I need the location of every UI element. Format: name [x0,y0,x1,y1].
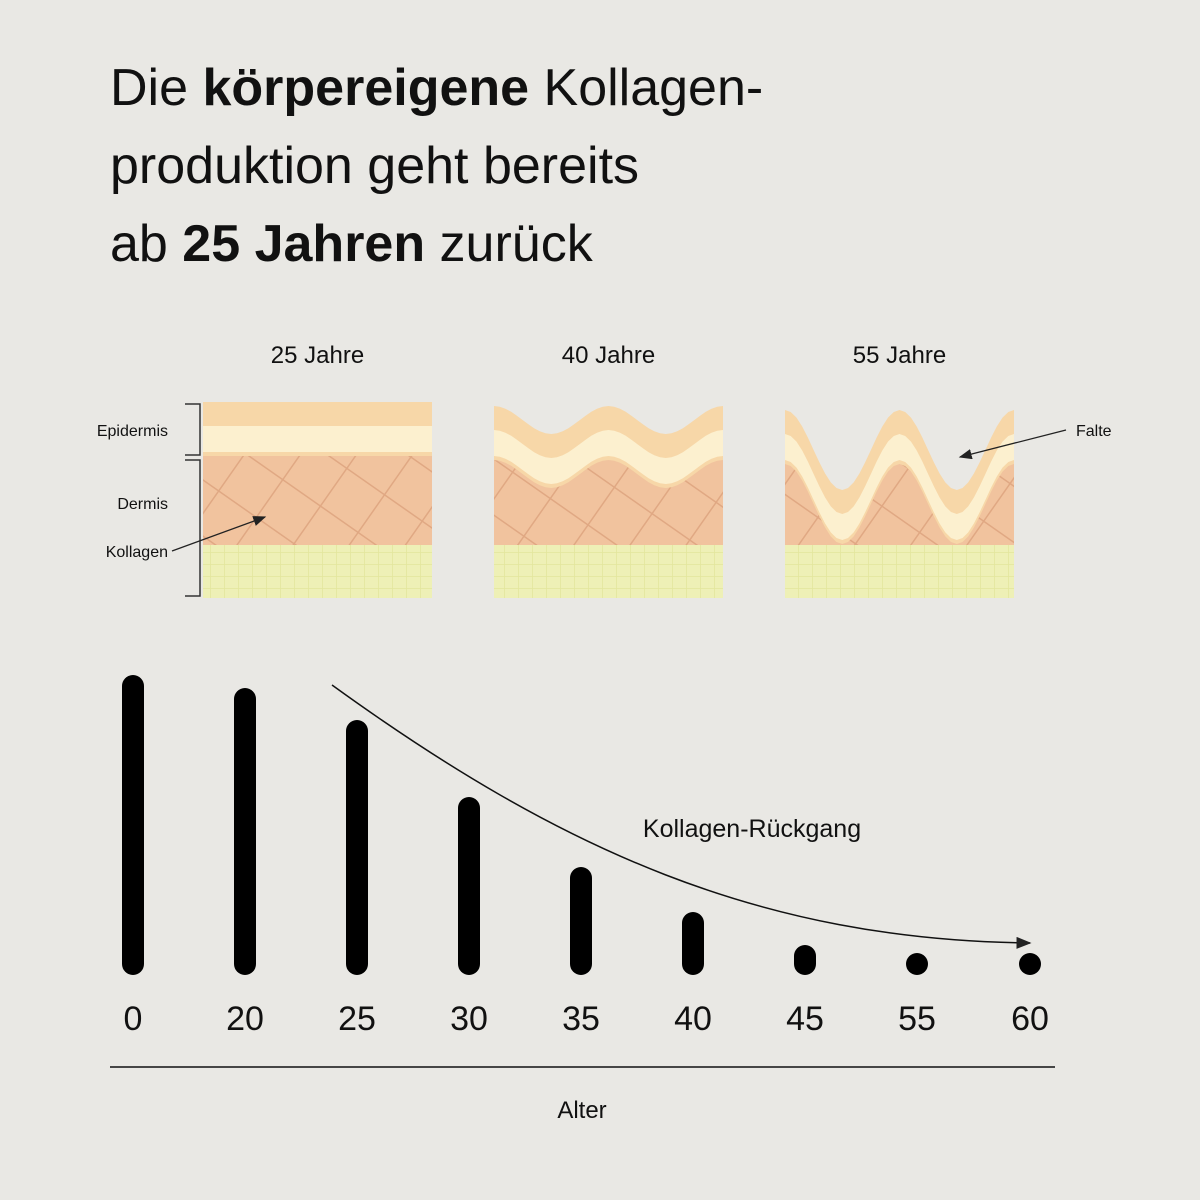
annotation: Kollagen-Rückgang [643,815,861,843]
wrinkle-label: Falte [1076,423,1112,440]
bar [346,720,368,975]
epidermis [785,410,1014,544]
dermis [203,442,432,545]
collagen-arrow [171,516,267,552]
x-tick-label: 55 [898,1000,936,1038]
wrinkle-arrow [958,429,1067,460]
bar [794,945,816,975]
title-segment: Kollagen- [529,59,763,117]
bar [122,675,144,975]
title-segment: produktion geht bereits [110,137,639,195]
x-tick-label: 40 [674,1000,712,1038]
x-tick-label: 25 [338,1000,376,1038]
skin-diagram [203,402,1014,598]
layer-label: Epidermis [97,423,168,440]
stage-label: 55 Jahre [853,342,946,369]
title-segment: Die [110,59,202,117]
decline-curve [331,684,1032,949]
x-axis-label: Alter [557,1097,606,1124]
bar [1019,953,1041,975]
title-segment: zurück [425,215,594,273]
title-segment: ab [110,215,182,273]
dermis [785,450,1014,545]
layer-label: Dermis [117,496,168,513]
bar [234,688,256,975]
bar [682,912,704,975]
hypodermis [494,545,723,598]
bar [570,867,592,975]
x-tick-label: 20 [226,1000,264,1038]
epidermis-band [203,426,432,452]
stage-label: 40 Jahre [562,342,655,369]
x-tick-label: 0 [124,1000,143,1038]
epidermis-bracket [185,403,201,456]
title: Die körpereigene Kollagen-produktion geh… [110,59,763,273]
bar [906,953,928,975]
dermis [494,446,723,545]
title-segment: körpereigene [202,59,529,117]
dermis-bracket [185,459,201,597]
hypodermis [785,545,1014,598]
collagen-label: Kollagen [106,544,168,561]
title-segment: 25 Jahren [182,215,425,273]
epidermis-band [785,434,1014,540]
x-tick-label: 60 [1011,1000,1049,1038]
stage-label: 25 Jahre [271,342,364,369]
bar [458,797,480,975]
x-tick-label: 45 [786,1000,824,1038]
hypodermis [203,545,432,598]
epidermis-band [494,430,723,484]
x-tick-label: 30 [450,1000,488,1038]
x-tick-label: 35 [562,1000,600,1038]
